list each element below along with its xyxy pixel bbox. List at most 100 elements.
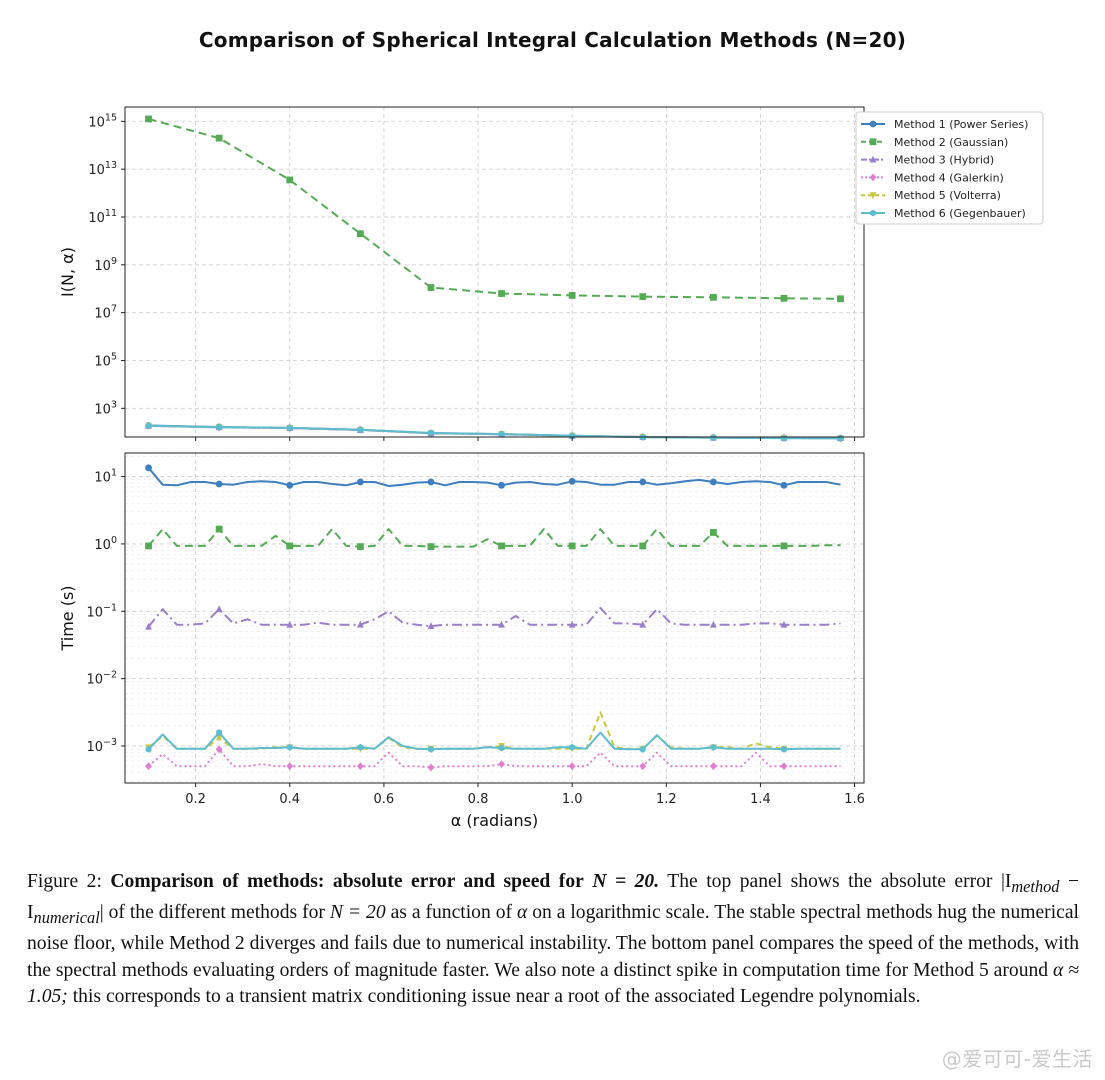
y-tick-label: 103 <box>94 399 117 417</box>
bottom-point-2 <box>780 542 788 550</box>
bottom-point-2 <box>498 542 505 550</box>
top-panel: 103 105 107 109 1011 1013 1015 I(N, α) <box>58 106 865 443</box>
top-series-6 <box>145 422 844 442</box>
bottom-series-line-5 <box>147 711 841 750</box>
top-series-4 <box>145 421 844 443</box>
top-point-2 <box>145 115 152 123</box>
bottom-point-2 <box>215 525 223 533</box>
bottom-point-5 <box>215 734 223 742</box>
bottom-series-line-4 <box>147 748 841 769</box>
bottom-series-6 <box>145 729 841 753</box>
caption-text-3: as a function of <box>390 902 513 924</box>
watermark: @爱可可-爱生活 <box>941 1047 1093 1071</box>
y-tick-label: 1013 <box>88 160 117 178</box>
legend-marker <box>869 155 877 163</box>
bottom-point-6 <box>428 745 434 753</box>
top-series-2 <box>145 115 844 303</box>
bottom-series-2 <box>145 525 841 551</box>
bottom-point-3 <box>145 622 152 630</box>
x-tick-label: 0.8 <box>468 792 489 807</box>
top-point-6 <box>357 426 364 434</box>
legend-box <box>855 111 1044 225</box>
legend-label: Method 6 (Gegenbauer) <box>894 207 1026 220</box>
y-tick-label: 100 <box>94 535 117 553</box>
bottom-point-6 <box>710 743 717 751</box>
bottom-point-1 <box>427 478 435 486</box>
top-series-5 <box>145 422 844 443</box>
bottom-point-4 <box>568 762 576 771</box>
bottom-point-6 <box>145 745 152 753</box>
top-point-2 <box>215 134 223 142</box>
bottom-point-4 <box>356 762 364 771</box>
bottom-series-line-3 <box>147 606 841 628</box>
bottom-series-line-2 <box>147 528 841 548</box>
bottom-point-3 <box>215 605 223 613</box>
top-point-6 <box>145 422 152 430</box>
caption-bold-math: N = 20. <box>592 871 660 892</box>
top-point-6 <box>710 434 717 442</box>
x-tick-label: 0.4 <box>279 792 300 807</box>
y-tick-label: 10−3 <box>86 737 117 755</box>
bottom-point-1 <box>568 477 576 485</box>
caption-text-2: | of the different methods for <box>99 902 325 924</box>
y-tick-label: 109 <box>94 256 117 274</box>
top-point-2 <box>356 230 364 238</box>
bottom-point-1 <box>286 481 294 489</box>
top-point-2 <box>498 290 505 297</box>
legend-item-5: Method 5 (Volterra) <box>861 189 1001 202</box>
bottom-panel: 101 100 10−1 10−2 10−3 0.2 0.4 0.6 0.8 1.0 1.2 1.4 1… <box>58 452 865 830</box>
bottom-point-6 <box>781 745 787 753</box>
caption-alpha: α <box>516 902 528 924</box>
bottom-x-ticks: 0.2 0.4 0.6 0.8 1.0 1.2 1.4 1.6 <box>185 783 865 807</box>
bottom-point-6 <box>286 743 293 751</box>
bottom-point-4 <box>639 762 647 771</box>
caption-text-4: on a logarithmic scale. The stable spect… <box>27 902 1079 981</box>
bottom-point-4 <box>780 762 788 771</box>
legend-label: Method 4 (Galerkin) <box>894 171 1004 184</box>
y-tick-label: 1015 <box>88 112 117 130</box>
legend-label: Method 2 (Gaussian) <box>894 136 1008 149</box>
bottom-point-1 <box>780 481 788 489</box>
top-point-2 <box>427 284 435 291</box>
legend-marker <box>869 138 877 146</box>
bottom-point-6 <box>639 745 646 753</box>
bottom-point-3 <box>427 622 435 629</box>
top-point-2 <box>780 294 788 302</box>
legend-label: Method 1 (Power Series) <box>894 118 1028 131</box>
caption-alpha-approx: α ≈ 1.05; <box>27 959 1079 1007</box>
x-tick-label: 1.0 <box>562 792 583 807</box>
bottom-point-2 <box>568 542 576 550</box>
bottom-point-3 <box>498 620 505 628</box>
top-axes-frame <box>124 106 865 438</box>
bottom-series-line-6 <box>147 731 841 751</box>
bottom-series-3 <box>145 605 841 630</box>
bottom-point-4 <box>709 762 717 771</box>
bottom-point-2 <box>709 529 717 536</box>
top-point-6 <box>428 429 434 437</box>
bottom-point-6 <box>569 743 576 751</box>
legend-label: Method 3 (Hybrid) <box>894 154 994 167</box>
bottom-point-3 <box>639 620 647 628</box>
x-tick-label: 1.4 <box>750 792 771 807</box>
legend-item-4: Method 4 (Galerkin) <box>861 171 1004 184</box>
top-x-ticks <box>195 437 856 441</box>
figure-title: Comparison of Spherical Integral Calcula… <box>198 28 907 52</box>
bottom-point-1 <box>709 478 717 486</box>
top-series-line-6 <box>148 424 841 440</box>
bottom-y-axis-label: Time (s) <box>58 585 77 651</box>
figure-caption: Figure 2: Comparison of methods: absolut… <box>27 869 1079 1010</box>
bottom-point-6 <box>357 743 364 751</box>
y-tick-label: 101 <box>94 468 117 486</box>
top-point-6 <box>498 430 505 438</box>
bottom-series-5 <box>145 711 841 753</box>
legend-item-2: Method 2 (Gaussian) <box>861 136 1008 149</box>
legend-marker <box>869 120 877 128</box>
legend-item-6: Method 6 (Gegenbauer) <box>861 207 1026 220</box>
bottom-point-4 <box>286 762 294 771</box>
legend-marker <box>869 192 877 200</box>
legend: Method 1 (Power Series) Method 2 (Gaussia… <box>855 111 1044 225</box>
bottom-minor-grid <box>125 455 864 782</box>
bottom-y-ticks: 101 100 10−1 10−2 10−3 <box>86 468 125 755</box>
bottom-point-4 <box>145 762 152 771</box>
